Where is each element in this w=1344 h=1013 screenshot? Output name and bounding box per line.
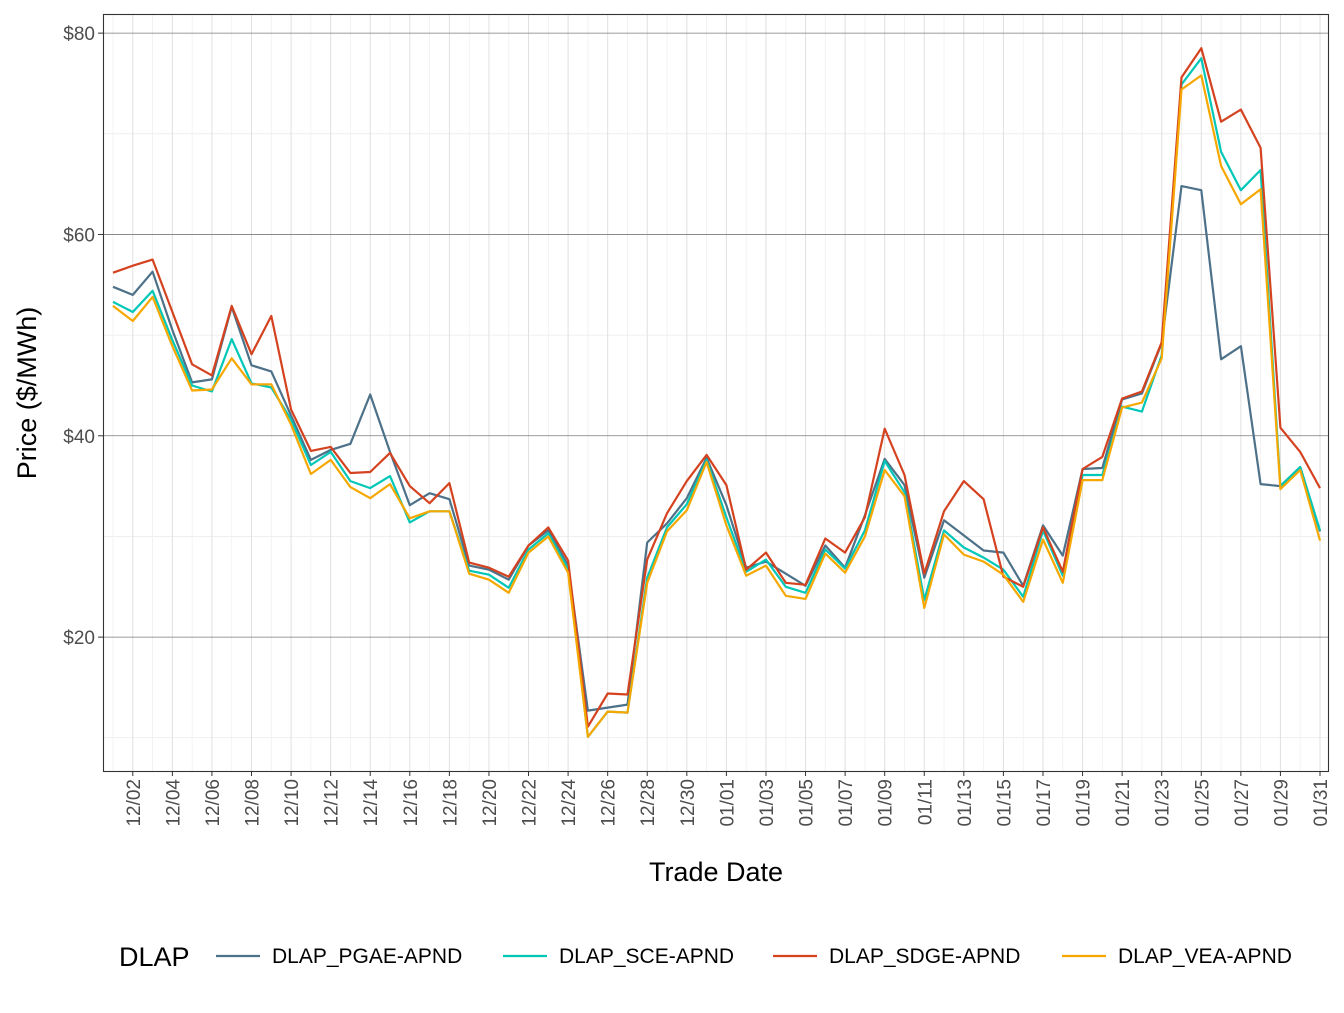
x-tick-label: 01/09 [876,779,897,827]
series-lines [113,48,1320,737]
x-tick-label: 12/10 [282,779,303,827]
x-tick-label: 01/05 [797,779,818,827]
y-tick-label: $80 [63,24,95,45]
x-tick-label: 01/19 [1074,779,1095,827]
x-tick-label: 12/28 [638,779,659,827]
x-tick-label: 01/07 [836,779,857,827]
legend-label: DLAP_SCE-APND [559,945,734,968]
series-line-dlap_pgae-apnd [113,186,1320,711]
x-tick-label: 12/06 [203,779,224,827]
legend-label: DLAP_SDGE-APND [829,945,1020,968]
legend-item: DLAP_VEA-APND [1062,945,1292,968]
x-tick-label: 12/18 [440,779,461,827]
x-tick-label: 01/17 [1034,779,1055,827]
legend: DLAP DLAP_PGAE-APND DLAP_SCE-APND DLAP_SDG… [119,942,1292,972]
x-tick-label: 01/29 [1271,779,1292,827]
legend-label: DLAP_PGAE-APND [272,945,462,968]
x-tick-label: 12/12 [322,779,343,827]
x-tick-label: 01/23 [1153,779,1174,827]
legend-item: DLAP_SCE-APND [503,945,734,968]
x-tick-label: 01/21 [1113,779,1134,827]
x-tick-label: 01/15 [994,779,1015,827]
legend-item: DLAP_SDGE-APND [773,945,1020,968]
x-tick-label: 12/04 [163,779,184,827]
series-line-dlap_vea-apnd [113,75,1320,736]
x-axis-title: Trade Date [649,857,783,887]
x-tick-label: 12/08 [243,779,264,827]
x-tick-label: 12/14 [361,779,382,827]
x-tick-label: 01/13 [955,779,976,827]
x-tick-label: 01/03 [757,779,778,827]
x-tick-label: 12/30 [678,779,699,827]
y-tick-label: $20 [63,628,95,649]
x-tick-label: 12/26 [599,779,620,827]
y-axis: $20 $40 $60 $80 [63,24,103,649]
series-line-dlap_sce-apnd [113,58,1320,737]
legend-item: DLAP_PGAE-APND [216,945,462,968]
y-tick-label: $60 [63,225,95,246]
x-tick-label: 01/01 [717,779,738,827]
legend-label: DLAP_VEA-APND [1118,945,1292,968]
x-tick-label: 01/11 [915,779,936,825]
y-tick-label: $40 [63,427,95,448]
x-tick-label: 01/31 [1311,779,1332,827]
series-line-dlap_sdge-apnd [113,48,1320,727]
x-tick-label: 12/20 [480,779,501,827]
x-tick-label: 12/02 [124,779,145,827]
x-axis: 12/02 12/04 12/06 12/08 12/10 12/12 12/14 12/16… [124,771,1332,827]
x-tick-label: 01/27 [1232,779,1253,827]
x-tick-label: 12/16 [401,779,422,827]
legend-title: DLAP [119,942,190,972]
x-tick-label: 12/24 [559,779,580,827]
x-tick-label: 12/22 [520,779,541,827]
x-tick-label: 01/25 [1192,779,1213,827]
y-axis-title: Price ($/MWh) [12,307,42,480]
